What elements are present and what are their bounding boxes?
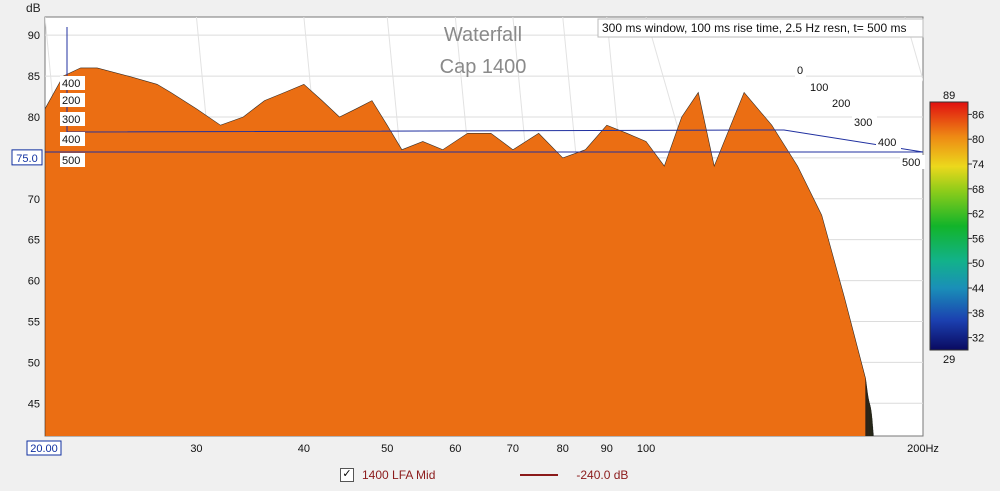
y-tick-label: 60: [28, 276, 40, 288]
x-tick-label: 20.00: [30, 443, 58, 455]
colorbar-ticks: 86 80 74 68 62 56 50 44 38 32: [968, 109, 984, 345]
time-tick-bg: [60, 93, 85, 107]
x-tick-label: 90: [601, 443, 613, 455]
info-box: [597, 18, 924, 38]
colorbar-min-label: 29: [943, 354, 955, 366]
time-tick-bg: [60, 153, 85, 167]
time-tick-bg: [795, 63, 806, 77]
y-axis-label: dB: [26, 1, 41, 15]
time-tick-bg: [852, 115, 877, 129]
x-tick-label: 200Hz: [907, 443, 939, 455]
colorbar-tick-label: 38: [972, 308, 984, 320]
x-tick-label: 60: [449, 443, 461, 455]
time-tick-label-left: 400: [62, 134, 80, 146]
time-tick-label-left: 400: [62, 78, 80, 90]
series-value: -240.0 dB: [576, 468, 629, 482]
colorbar-tick-label: 74: [972, 159, 984, 171]
y-tick-label: 55: [28, 316, 40, 328]
y-axis-ticks: 90 85 80 75.0 70 65 60 55 50 45: [11, 30, 43, 410]
y-tick-label: 50: [28, 357, 40, 369]
y-tick-label: 85: [28, 71, 40, 83]
time-tick-bg: [60, 76, 85, 90]
x-tick-label: 40: [298, 443, 310, 455]
waterfall-slice: [45, 67, 866, 436]
y-tick-label: 90: [28, 30, 40, 42]
series-name: 1400 LFA Mid: [362, 468, 436, 482]
x-tick-label: 70: [507, 443, 519, 455]
colorbar-tick-label: 32: [972, 333, 984, 345]
colorbar-tick-label: 56: [972, 233, 984, 245]
waterfall-slices: [45, 67, 874, 436]
colorbar-tick-label: 68: [972, 184, 984, 196]
time-tick-bg: [60, 132, 85, 146]
cursor-value-label: 75.0: [16, 153, 37, 165]
time-tick-bg: [830, 96, 855, 110]
colorbar-tick-label: 86: [972, 109, 984, 121]
time-tick-label-left: 500: [62, 155, 80, 167]
colorbar-max-label: 89: [943, 90, 955, 102]
time-tick-label-right: 100: [810, 82, 828, 94]
y-tick-label: 45: [28, 398, 40, 410]
y-tick-label: 70: [28, 194, 40, 206]
time-tick-bg: [876, 135, 901, 149]
x-tick-label: 80: [557, 443, 569, 455]
x-axis-ticks: 20.00 30 40 50 60 70 80 90 100 200Hz: [26, 440, 939, 456]
time-tick-bg: [900, 155, 925, 169]
y-tick-label: 80: [28, 112, 40, 124]
time-axis-ticks: 400 200 300 400 500 0 100 200 300 400 500: [60, 63, 925, 169]
chart-subtitle: Cap 1400: [440, 56, 527, 78]
x-tick-label: 100: [637, 443, 655, 455]
time-tick-label-right: 0: [797, 65, 803, 77]
colorbar-tick-label: 44: [972, 283, 984, 295]
legend: ✓ 1400 LFA Mid -240.0 dB: [340, 466, 628, 484]
time-tick-label-left: 200: [62, 95, 80, 107]
time-tick-label-right: 400: [878, 137, 896, 149]
x-tick-label: 50: [381, 443, 393, 455]
x-cursor-box: [26, 440, 62, 456]
cursor-value-box: [11, 149, 43, 166]
time-tick-label-right: 300: [854, 117, 872, 129]
colorbar-tick-label: 50: [972, 258, 984, 270]
time-tick-bg: [60, 112, 85, 126]
time-tick-label-left: 300: [62, 114, 80, 126]
series-line-swatch: [520, 474, 559, 476]
colorbar-tick-label: 62: [972, 209, 984, 221]
info-text: 300 ms window, 100 ms rise time, 2.5 Hz …: [602, 21, 906, 35]
series-checkbox[interactable]: ✓: [340, 468, 354, 482]
time-tick-label-right: 500: [902, 157, 920, 169]
y-tick-label: 65: [28, 235, 40, 247]
x-tick-label: 30: [190, 443, 202, 455]
time-tick-label-right: 200: [832, 98, 850, 110]
chart-title: Waterfall: [444, 24, 522, 46]
colorbar-tick-label: 80: [972, 134, 984, 146]
time-tick-bg: [808, 80, 833, 94]
colorbar: [929, 101, 969, 351]
